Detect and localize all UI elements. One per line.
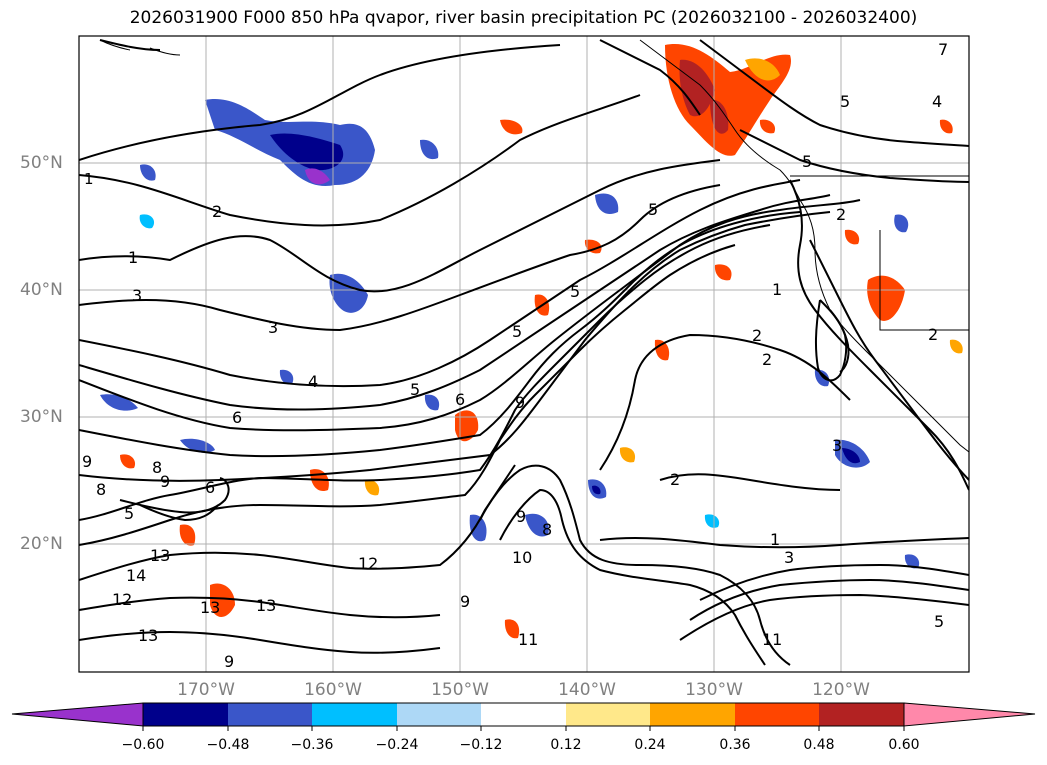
colorbar: [11, 702, 1036, 731]
contour-label: 8: [542, 520, 553, 539]
contour-label: 5: [570, 282, 581, 301]
lat-label-40n: 40°N: [20, 280, 63, 300]
contour-label: 1: [84, 170, 94, 188]
lat-label-30n: 30°N: [20, 407, 63, 427]
colorbar-tick-label: 0.24: [634, 737, 666, 753]
colorbar-swatch: [397, 703, 481, 726]
contour-label: 3: [268, 318, 279, 337]
contour-label: 6: [232, 408, 243, 427]
map-grid: [79, 36, 969, 672]
contour-label: 13: [200, 598, 221, 617]
contour-label: 12: [358, 554, 379, 573]
colorbar-swatch: [312, 703, 397, 726]
contour-label: 5: [934, 612, 945, 631]
contour-label: 2: [836, 205, 847, 224]
coastline: [99, 39, 969, 453]
colorbar-tick-label: 0.12: [550, 737, 582, 753]
contour-label: 5: [802, 152, 813, 171]
contour-label: 2: [212, 202, 223, 221]
colorbar-tick-label: −0.36: [290, 737, 334, 753]
colorbar-swatch: [566, 703, 650, 726]
lon-label-170w: 170°W: [177, 680, 235, 700]
contour-label: 2: [670, 470, 681, 489]
colorbar-swatch: [735, 703, 819, 726]
colorbar-tick-label: −0.24: [375, 737, 419, 753]
lat-label-20n: 20°N: [20, 534, 63, 554]
lon-label-140w: 140°W: [558, 680, 616, 700]
contour-label: 2: [928, 325, 939, 344]
contour-label: 9: [515, 393, 526, 412]
lon-label-120w: 120°W: [812, 680, 870, 700]
contour-label: 3: [832, 436, 843, 455]
colorbar-extend-min: [11, 702, 144, 727]
contour-label: 6: [455, 390, 466, 409]
contour-label: 1: [772, 280, 783, 299]
contour-label: 9: [460, 592, 471, 611]
contour-label: 1: [128, 248, 139, 267]
contour-label: 13: [138, 626, 159, 645]
contour-label: 13: [150, 546, 171, 565]
colorbar-tick-label: −0.12: [459, 737, 503, 753]
contour-label: 3: [132, 286, 143, 305]
contour-label: 7: [938, 40, 949, 59]
contour-label: 5: [512, 322, 523, 341]
contour-label: 12: [112, 590, 133, 609]
contour-label: 11: [762, 630, 783, 649]
qvapor-contours: [79, 39, 969, 666]
lat-label-50n: 50°N: [20, 153, 63, 173]
contour-label: 2: [752, 326, 763, 345]
colorbar-tick-label: 0.48: [803, 737, 835, 753]
colorbar-swatch: [650, 703, 735, 726]
contour-label: 5: [124, 504, 135, 523]
contour-label: 11: [518, 630, 539, 649]
contour-label: 9: [224, 652, 235, 671]
contour-label: 9: [516, 507, 527, 526]
contour-label: 5: [648, 200, 659, 219]
map-title: 2026031900 F000 850 hPa qvapor, river ba…: [129, 8, 918, 28]
colorbar-tick-label: −0.48: [206, 737, 250, 753]
map-frame: [78, 35, 970, 673]
contour-label: 5: [410, 380, 421, 399]
colorbar-swatch: [143, 703, 228, 726]
colorbar-swatch: [228, 703, 312, 726]
contour-label: 10: [512, 548, 533, 567]
contour-label: 13: [256, 596, 277, 615]
contour-label: 6: [205, 478, 216, 497]
colorbar-tick-label: 0.60: [888, 737, 920, 753]
colorbar-swatch: [481, 703, 566, 726]
contour-label: 9: [160, 472, 171, 491]
contour-label: 14: [126, 566, 147, 585]
contour-label: 4: [308, 372, 319, 391]
lon-label-130w: 130°W: [685, 680, 743, 700]
contour-label: 4: [932, 92, 943, 111]
contour-label: 8: [96, 480, 107, 499]
contour-label: 3: [784, 548, 795, 567]
lon-label-150w: 150°W: [431, 680, 489, 700]
contour-label: 9: [82, 452, 93, 471]
colorbar-extend-max: [903, 702, 1036, 727]
colorbar-swatch: [819, 703, 904, 726]
colorbar-tick-label: 0.36: [719, 737, 751, 753]
contour-label: 2: [762, 350, 773, 369]
contour-label: 8: [152, 458, 163, 477]
contour-label: 1: [770, 530, 781, 549]
lon-label-160w: 160°W: [304, 680, 362, 700]
colorbar-tick-label: −0.60: [121, 737, 165, 753]
contour-label: 5: [840, 92, 851, 111]
precip-pc-fill-positive: [120, 44, 963, 639]
